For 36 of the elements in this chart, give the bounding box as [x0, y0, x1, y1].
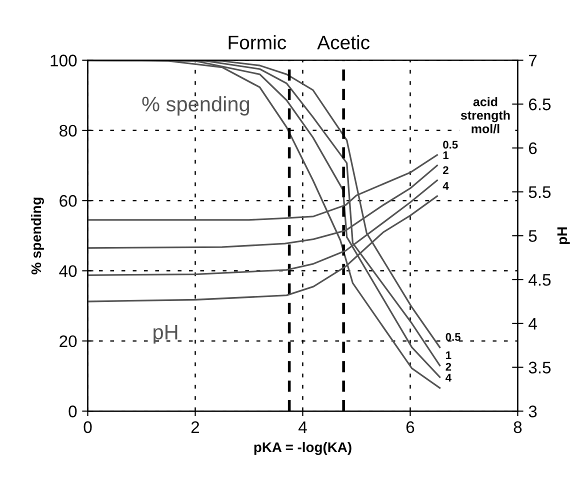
x-tick-label: 0 [84, 421, 92, 434]
y2-tick-label: 4.5 [528, 274, 551, 286]
y-tick-label: 20 [60, 335, 77, 348]
y-tick-label: 80 [60, 124, 77, 137]
series-label: 4 [446, 374, 452, 382]
y2-tick-label: 4 [528, 318, 537, 330]
x-tick-label: 2 [191, 421, 200, 433]
x-tick-label: 8 [514, 421, 522, 434]
y2-tick-label: 3 [528, 406, 537, 418]
y2-tick-label: 6.5 [528, 98, 551, 110]
series-label: 2 [443, 166, 448, 174]
y-tick-label: 0 [68, 406, 77, 418]
y-tick-label: 40 [59, 265, 77, 277]
series-label: 4 [442, 182, 449, 190]
y2-tick-label: 6 [528, 142, 537, 154]
y2-tick-label: 5.5 [528, 186, 551, 198]
ref-line-label: Acetic [317, 35, 370, 50]
annotation: pH [154, 325, 178, 344]
series-label: 0.5 [446, 333, 460, 341]
series-label: 1 [443, 151, 449, 160]
series-label: 2 [446, 362, 452, 371]
y2-tick-label: 3.5 [528, 362, 551, 374]
y-tick-label: 60 [60, 195, 77, 207]
y2-tick-label: 7 [528, 54, 537, 66]
y-axis-title: % spending [30, 198, 44, 274]
annotation: % spending [142, 96, 250, 116]
series-label: 1 [446, 351, 452, 360]
y-tick-label: 100 [50, 54, 77, 66]
y2-tick-label: 5 [528, 230, 537, 242]
x-tick-label: 4 [298, 421, 307, 433]
annotation: acid strength mol/l [460, 97, 510, 134]
y2-axis-title: pH [557, 227, 570, 244]
series-label: 0.5 [443, 140, 458, 149]
x-tick-label: 6 [406, 421, 414, 434]
x-axis-title: pKA = -log(KA) [254, 442, 352, 455]
ref-line-label: Formic [228, 35, 286, 50]
